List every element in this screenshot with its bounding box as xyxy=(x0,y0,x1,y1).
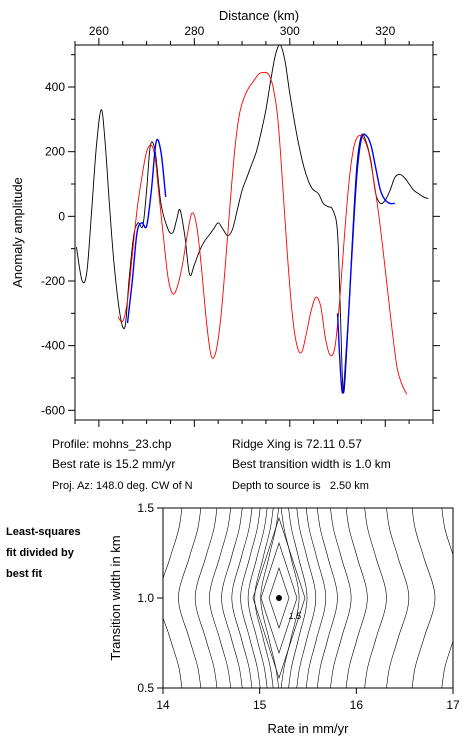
contour-line xyxy=(280,508,300,688)
contour-x-axis-label: Rate in mm/yr xyxy=(268,721,350,736)
contour-line xyxy=(296,508,317,688)
x-tick-label: 320 xyxy=(375,24,395,38)
x-tick-label: 15 xyxy=(253,698,267,712)
contour-line xyxy=(345,508,368,688)
contour-line xyxy=(81,498,107,698)
y-tick-label: 1.0 xyxy=(137,591,154,605)
projection-azimuth: Proj. Az: 148.0 deg. CW of N xyxy=(52,480,193,492)
contour-line xyxy=(240,508,261,688)
x-tick-label: 14 xyxy=(156,698,170,712)
y-tick-label: 1.5 xyxy=(137,501,154,515)
model-profile-line xyxy=(117,71,408,395)
y-tick-label: 0.5 xyxy=(137,681,154,695)
contour-line xyxy=(254,508,274,688)
anomaly-plot-frame xyxy=(74,44,434,421)
best-transition-width: Best transition width is 1.0 km xyxy=(232,457,391,471)
side-note-line-1: Least-squares xyxy=(6,526,81,538)
fit-window-line xyxy=(126,138,167,324)
contour-loop xyxy=(260,542,298,654)
contour-line xyxy=(316,508,338,688)
y-tick-label: -200 xyxy=(41,274,65,288)
y-tick-label: -600 xyxy=(41,403,65,417)
contour-line xyxy=(247,508,268,688)
x-tick-label: 280 xyxy=(184,24,204,38)
contour-loop xyxy=(252,517,306,679)
profile-name: Profile: mohns_23.chp xyxy=(52,437,172,451)
x-tick-label: 260 xyxy=(89,24,109,38)
contour-line xyxy=(221,508,243,688)
contour-line xyxy=(231,508,253,688)
contour-axis-ticks: 14 15 16 17 1.5 1.0 0.5 xyxy=(137,501,460,712)
anomaly-y-axis-label: Anomaly amplitude xyxy=(10,177,25,288)
misfit-contour-lines xyxy=(81,498,453,698)
x-tick-label: 300 xyxy=(280,24,300,38)
best-fit-point xyxy=(276,595,282,601)
contour-line xyxy=(330,508,352,688)
ridge-crossing: Ridge Xing is 72.11 0.57 xyxy=(232,437,362,451)
x-tick-label: 17 xyxy=(446,698,460,712)
y-tick-label: 200 xyxy=(45,145,65,159)
observed-profile-line xyxy=(75,44,429,394)
contour-plot-frame xyxy=(162,507,454,689)
best-rate: Best rate is 15.2 mm/yr xyxy=(52,457,175,471)
contour-line xyxy=(163,508,183,688)
y-tick-label: -400 xyxy=(41,339,65,353)
side-note-line-3: best fit xyxy=(6,568,42,580)
contour-line xyxy=(411,508,436,688)
contour-y-axis-label: Transition width in km xyxy=(108,535,123,660)
anomaly-chart: 260 280 300 320 400 200 0 -200 -400 -600 Distance… xyxy=(10,8,440,427)
contour-line xyxy=(386,508,410,688)
contour-side-note: Least-squares fit divided by best fit xyxy=(6,526,81,580)
side-note-line-2: fit divided by xyxy=(6,547,75,559)
contour-line xyxy=(209,508,231,688)
y-tick-label: 400 xyxy=(45,80,65,94)
contour-line xyxy=(194,508,218,688)
contour-value-label: 1.5 xyxy=(289,611,303,621)
fit-window-line xyxy=(336,133,395,394)
contour-line xyxy=(305,508,327,688)
anomaly-axis-ticks: 260 280 300 320 400 200 0 -200 -400 -600 xyxy=(41,24,440,427)
contour-loop xyxy=(268,567,290,629)
y-tick-label: 0 xyxy=(58,209,65,223)
misfit-contour-chart: 14 15 16 17 1.5 1.0 0.5 1.5 Rate in mm/yr Tran… xyxy=(81,498,460,736)
profile-info: Profile: mohns_23.chp Best rate is 15.2 … xyxy=(52,437,391,492)
depth-to-source: Depth to source is 2.50 km xyxy=(232,480,369,492)
contour-line xyxy=(364,508,387,688)
contour-line xyxy=(178,508,202,688)
anomaly-series-lines xyxy=(75,44,429,395)
contour-line xyxy=(441,508,453,688)
contour-line xyxy=(288,508,308,688)
anomaly-x-axis-label: Distance (km) xyxy=(219,8,299,23)
x-tick-label: 16 xyxy=(350,698,364,712)
